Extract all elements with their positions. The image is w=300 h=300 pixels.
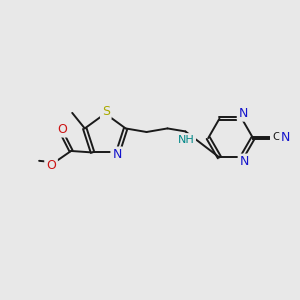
Text: NH: NH [178,135,194,145]
Text: O: O [46,159,56,172]
Text: C: C [272,133,280,142]
Text: N: N [112,148,122,161]
Text: N: N [281,131,291,144]
Text: N: N [239,155,249,168]
Text: O: O [57,123,67,136]
Text: N: N [238,107,248,120]
Text: S: S [102,105,110,118]
